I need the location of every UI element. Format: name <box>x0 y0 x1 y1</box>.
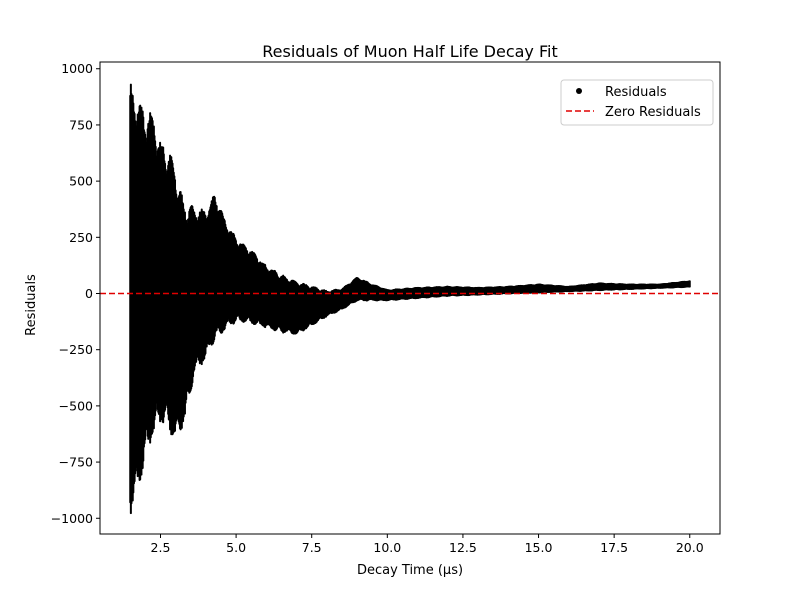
y-tick-label: −1000 <box>51 511 93 526</box>
y-tick-label: −500 <box>59 398 93 413</box>
x-axis-ticks: 2.5 5.0 7.5 10.0 12.5 15.0 17.5 20.0 <box>151 534 704 555</box>
residuals-scatter <box>129 83 691 515</box>
legend: Residuals Zero Residuals <box>560 79 714 126</box>
x-tick-label: 15.0 <box>525 540 553 555</box>
y-axis-ticks: −1000 −750 −500 −250 0 250 500 750 1000 <box>51 61 100 526</box>
y-axis-label: Residuals <box>24 274 39 336</box>
y-tick-label: 750 <box>69 117 93 132</box>
x-axis-label: Decay Time (μs) <box>357 563 463 578</box>
y-tick-label: 0 <box>85 286 93 301</box>
y-tick-label: 500 <box>69 174 93 189</box>
x-tick-label: 12.5 <box>449 540 477 555</box>
x-tick-label: 7.5 <box>302 540 322 555</box>
plot-frame <box>99 61 721 535</box>
legend-marker-residuals <box>576 88 582 94</box>
chart-title: Residuals of Muon Half Life Decay Fit <box>262 42 557 61</box>
y-tick-label: −750 <box>59 455 93 470</box>
x-tick-label: 10.0 <box>373 540 401 555</box>
x-tick-label: 2.5 <box>151 540 171 555</box>
x-tick-label: 5.0 <box>226 540 246 555</box>
y-tick-label: 1000 <box>61 61 93 76</box>
legend-box <box>560 79 714 126</box>
x-tick-label: 17.5 <box>600 540 628 555</box>
legend-label-residuals: Residuals <box>605 85 667 100</box>
y-tick-label: −250 <box>59 342 93 357</box>
y-tick-label: 250 <box>69 230 93 245</box>
x-tick-label: 20.0 <box>676 540 704 555</box>
legend-label-zero-residuals: Zero Residuals <box>605 105 701 120</box>
